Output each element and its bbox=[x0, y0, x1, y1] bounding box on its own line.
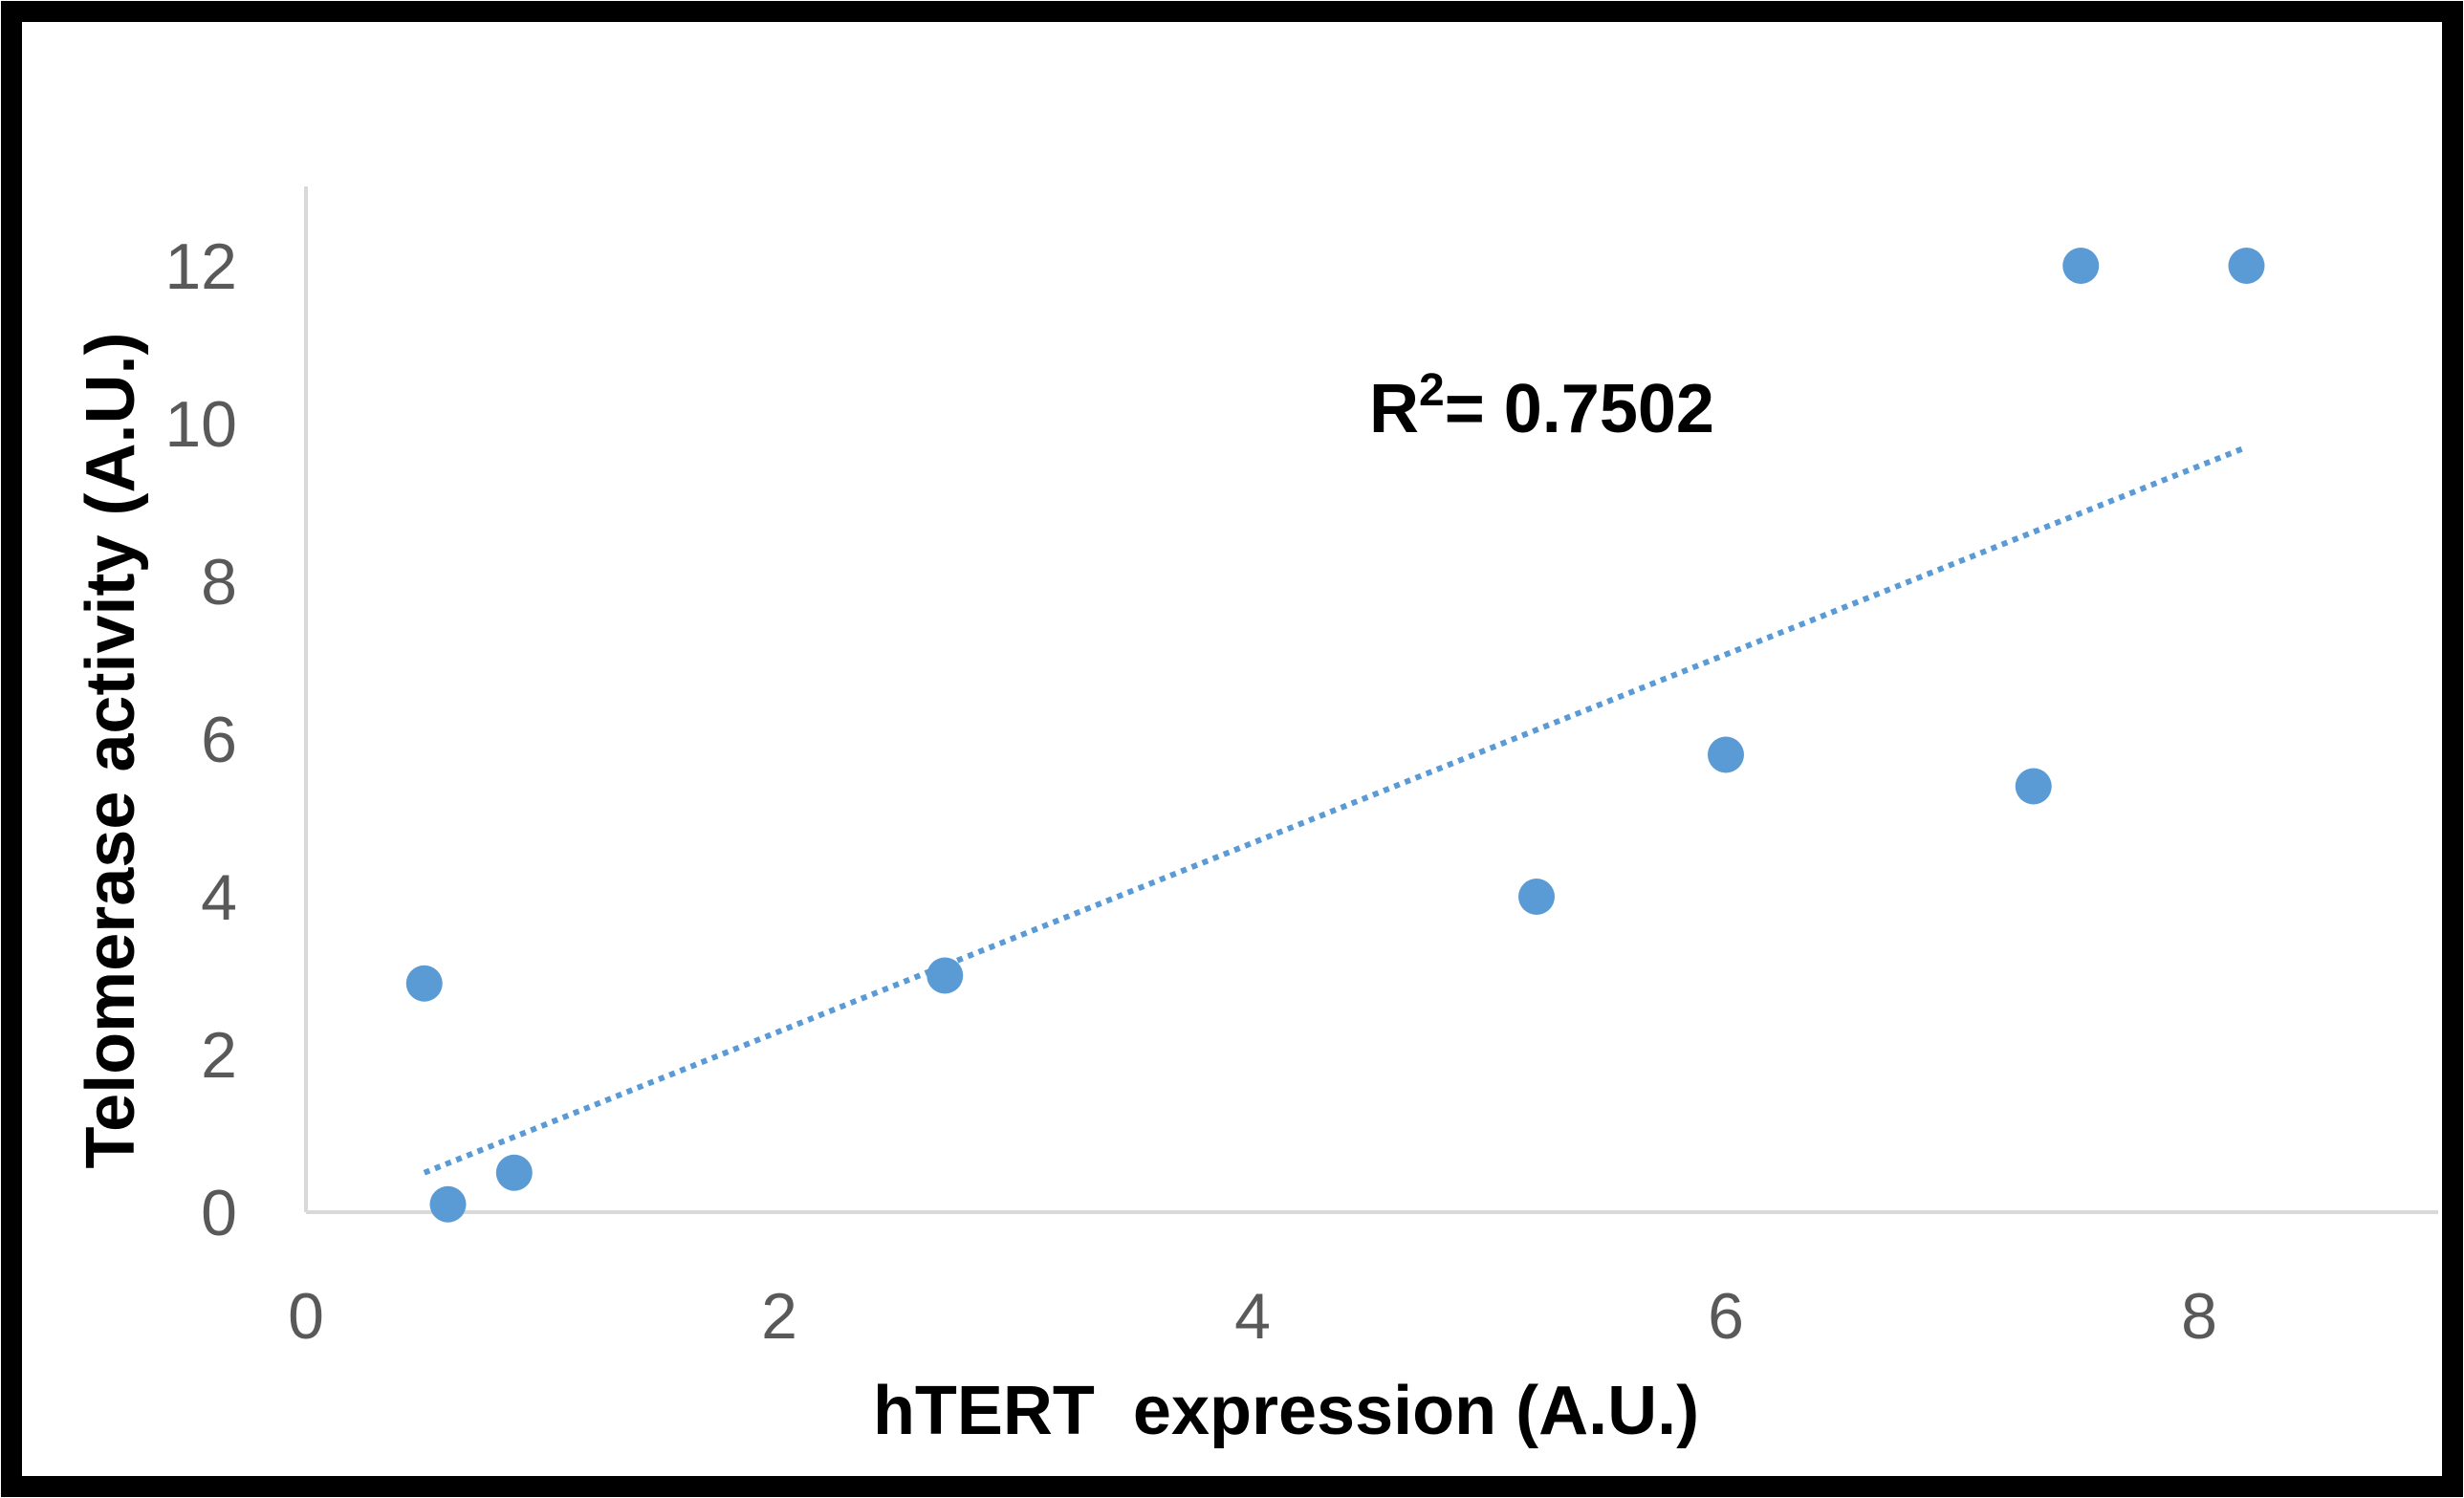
r-squared-prefix: R bbox=[1369, 371, 1419, 447]
y-axis-title: Telomerase activity (A.U.) bbox=[73, 333, 149, 1169]
scatter-points bbox=[405, 248, 2265, 1223]
x-tick-label: 2 bbox=[761, 1280, 797, 1353]
scatter-point bbox=[927, 957, 964, 994]
y-tick-label: 10 bbox=[164, 388, 237, 461]
x-tick-label: 6 bbox=[1708, 1280, 1744, 1353]
y-tick-label: 2 bbox=[201, 1019, 237, 1092]
scatter-point bbox=[2062, 248, 2100, 284]
r-squared-value: = 0.7502 bbox=[1445, 371, 1714, 447]
scatter-point bbox=[1708, 736, 1744, 773]
y-tick-label: 0 bbox=[201, 1177, 237, 1249]
scatter-point bbox=[495, 1154, 533, 1191]
scatter-point bbox=[1518, 879, 1555, 915]
trendline bbox=[423, 444, 2248, 1176]
x-tick-label: 0 bbox=[288, 1280, 324, 1353]
r-squared-annotation: R2= 0.7502 bbox=[1369, 365, 1714, 447]
y-tick-label: 4 bbox=[201, 861, 237, 934]
x-tick-labels: 0 2 4 6 8 bbox=[288, 1280, 2217, 1353]
x-tick-label: 8 bbox=[2181, 1280, 2217, 1353]
scatter-point bbox=[2228, 248, 2265, 284]
r-squared-superscript: 2 bbox=[1419, 365, 1445, 416]
scatter-point bbox=[429, 1185, 467, 1223]
y-tick-label: 12 bbox=[164, 230, 237, 303]
y-tick-label: 8 bbox=[201, 546, 237, 619]
x-tick-label: 4 bbox=[1234, 1280, 1271, 1353]
x-axis-title: hTERT expression (A.U.) bbox=[873, 1373, 1699, 1449]
y-tick-labels: 0 2 4 6 8 10 12 bbox=[164, 230, 237, 1249]
scatter-point bbox=[2015, 768, 2052, 805]
y-tick-label: 6 bbox=[201, 704, 237, 776]
scatter-point bbox=[405, 965, 443, 1002]
